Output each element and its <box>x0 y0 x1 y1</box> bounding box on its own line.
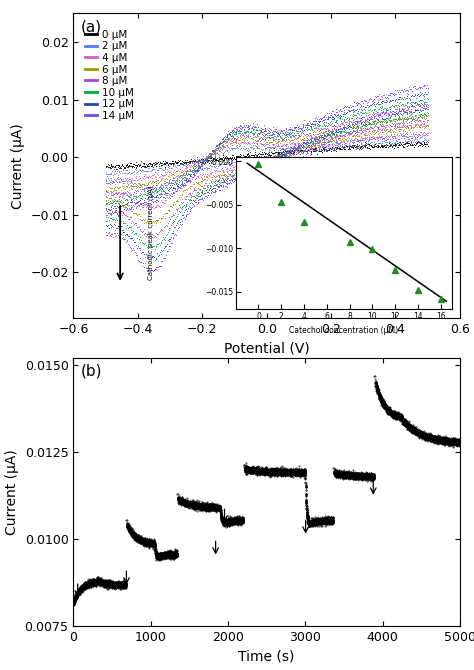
Y-axis label: Current (μA): Current (μA) <box>11 123 25 208</box>
Legend: 0 μM, 2 μM, 4 μM, 6 μM, 8 μM, 10 μM, 12 μM, 14 μM: 0 μM, 2 μM, 4 μM, 6 μM, 8 μM, 10 μM, 12 … <box>82 27 137 123</box>
X-axis label: Time (s): Time (s) <box>238 650 295 664</box>
Text: (a): (a) <box>81 19 102 34</box>
X-axis label: Potential (V): Potential (V) <box>224 342 310 356</box>
Y-axis label: Current (μA): Current (μA) <box>5 450 19 535</box>
Text: (b): (b) <box>81 364 103 379</box>
